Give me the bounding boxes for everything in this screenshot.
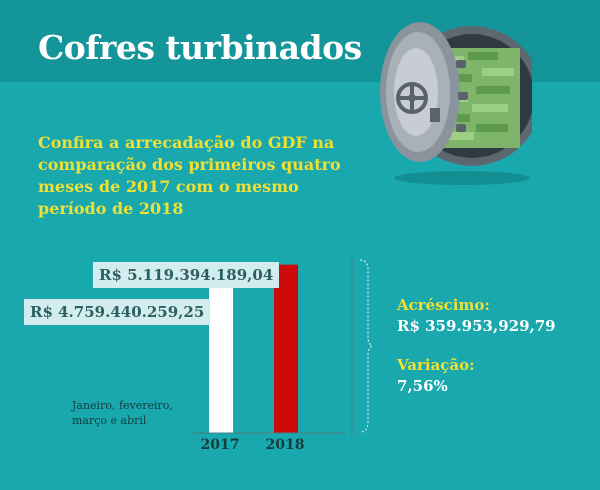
increase-label: Acréscimo: — [397, 296, 490, 314]
x-tick-label-2017: 2017 — [200, 437, 240, 453]
variation-label: Variação: — [397, 356, 475, 374]
bar-2018 — [274, 264, 298, 433]
x-tick-label-2018: 2018 — [265, 437, 305, 453]
value-label-2018: R$ 5.119.394.189,04 — [93, 262, 280, 288]
revenue-bar-chart — [190, 258, 353, 436]
value-label-2017: R$ 4.759.440.259,25 — [24, 299, 211, 325]
page-subtitle: Confira a arrecadação do GDF na comparaç… — [38, 133, 341, 218]
page-title: Cofres turbinados — [38, 28, 362, 67]
open-vault-with-money-icon — [380, 22, 532, 185]
increase-value: R$ 359.953,929,79 — [397, 317, 556, 335]
bar-2017 — [209, 276, 233, 433]
period-label: Janeiro, fevereiro, março e abril — [72, 399, 173, 427]
variation-value: 7,56% — [397, 377, 448, 395]
bracket — [359, 259, 374, 433]
